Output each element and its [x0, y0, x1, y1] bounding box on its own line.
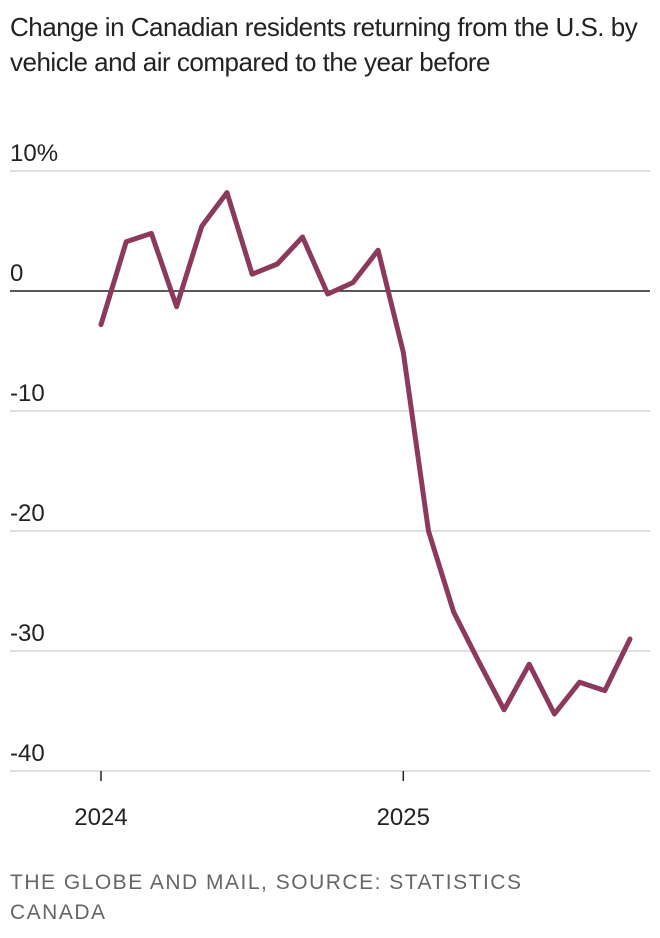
y-tick-label: 0	[10, 260, 23, 287]
y-tick-label: -30	[10, 620, 45, 647]
chart-title: Change in Canadian residents returning f…	[10, 12, 638, 77]
y-tick-label: -40	[10, 740, 45, 767]
source-note: THE GLOBE AND MAIL, SOURCE: STATISTICS C…	[10, 871, 523, 924]
y-tick-label: 10%	[10, 140, 58, 167]
x-tick-label: 2025	[377, 804, 430, 831]
x-tick-label: 2024	[74, 804, 127, 831]
chart: 10% 0 -10 -20 -30 -40 2024 2025	[10, 140, 650, 831]
data-line	[98, 190, 633, 717]
y-tick-label: -20	[10, 500, 45, 527]
y-tick-label: -10	[10, 380, 45, 407]
